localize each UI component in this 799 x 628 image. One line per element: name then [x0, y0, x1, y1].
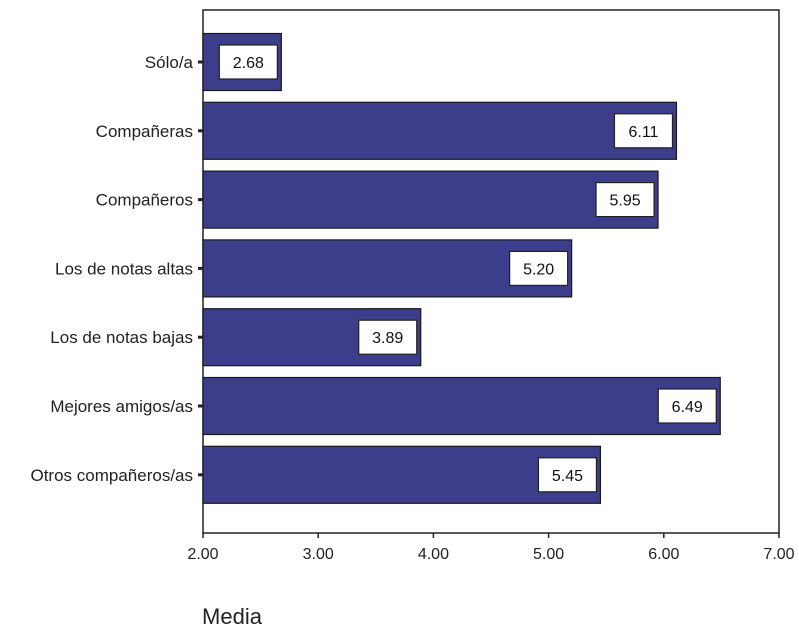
data-label-box — [218, 44, 278, 80]
category-label: Compañeros — [96, 191, 193, 210]
category-label: Mejores amigos/as — [50, 397, 193, 416]
category-label: Otros compañeros/as — [30, 466, 193, 485]
labels-layer: 2.68 6.11 5.95 5.20 3.89 6.49 5.45 — [218, 44, 717, 493]
data-label-box — [509, 250, 569, 286]
data-label: 5.95 — [609, 193, 640, 210]
bars-layer — [202, 32, 721, 504]
bar — [202, 376, 721, 436]
data-label: 5.20 — [523, 261, 554, 278]
x-axis-title: Media — [202, 604, 263, 628]
data-label: 2.68 — [233, 55, 264, 72]
data-label-box — [537, 457, 598, 493]
x-tick-label: 5.00 — [533, 546, 564, 563]
data-label-box — [358, 319, 418, 355]
x-tick-label: 7.00 — [763, 546, 794, 563]
data-label: 6.11 — [628, 124, 658, 141]
data-label: 5.45 — [552, 468, 583, 485]
x-tick-label: 6.00 — [648, 546, 679, 563]
data-label: 6.49 — [672, 399, 703, 416]
data-label-box — [613, 113, 674, 149]
category-label: Sólo/a — [145, 53, 194, 72]
x-tick-label: 3.00 — [303, 546, 334, 563]
category-label: Los de notas altas — [55, 259, 193, 278]
axis-layer: Sólo/a Compañeras Compañeros Los de notas a… — [30, 53, 794, 563]
x-tick-label: 2.00 — [187, 546, 218, 563]
data-label: 3.89 — [372, 330, 403, 347]
x-tick-label: 4.00 — [418, 546, 449, 563]
category-label: Compañeras — [96, 122, 193, 141]
data-label-box — [657, 388, 717, 424]
bar — [202, 170, 659, 229]
data-label-box — [595, 182, 655, 218]
bar — [202, 101, 678, 160]
category-label: Los de notas bajas — [50, 328, 193, 347]
